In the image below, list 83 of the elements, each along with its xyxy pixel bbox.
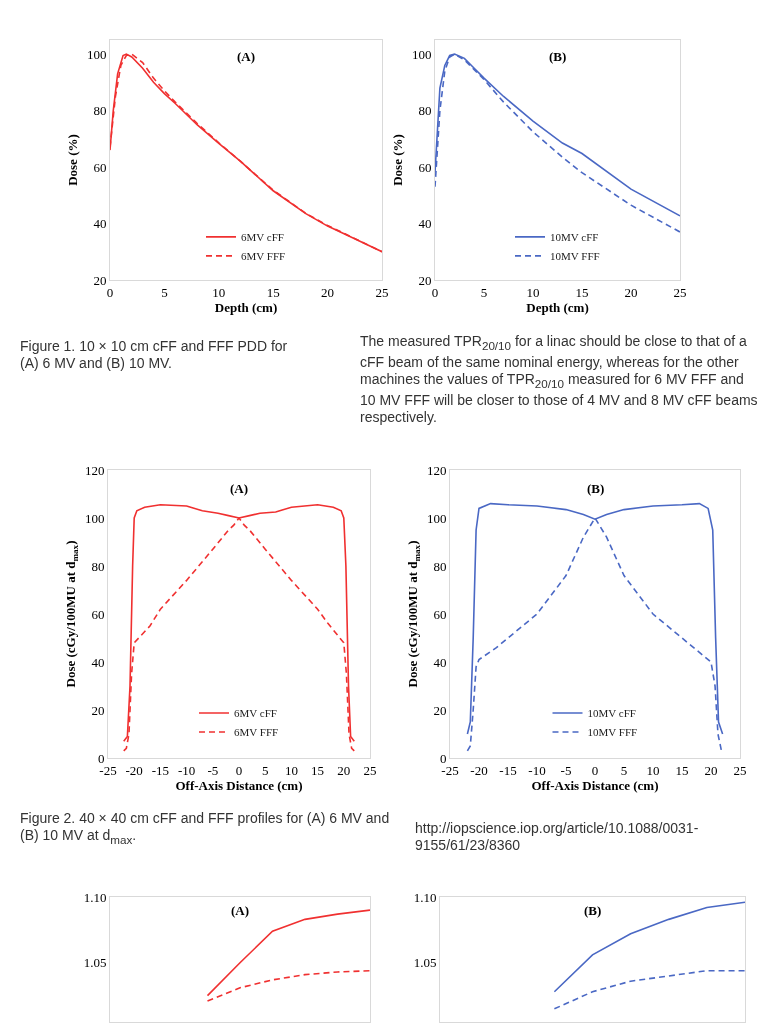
- y-tick-label: 80: [91, 558, 105, 574]
- legend-label: 6MV cFF: [241, 231, 284, 244]
- y-tick-label: 120: [426, 462, 447, 478]
- y-tick-label: 120: [84, 462, 105, 478]
- x-axis-title: Off-Axis Distance (cm): [531, 778, 659, 794]
- x-tick-label: 10: [526, 284, 540, 300]
- x-tick-label: -20: [125, 762, 143, 778]
- y-tick-label: 40: [418, 216, 432, 232]
- x-tick-label: 20: [321, 284, 335, 300]
- text: (A): [237, 49, 256, 64]
- x-tick-label: 0: [235, 762, 243, 778]
- y-tick-label: 1.10: [83, 889, 107, 905]
- y-tick-label: 40: [433, 654, 447, 670]
- y-tick-label: 100: [411, 46, 432, 62]
- x-tick-label: 25: [673, 284, 687, 300]
- x-tick-label: 25: [733, 762, 747, 778]
- x-tick-label: -5: [207, 762, 219, 778]
- caption: Figure 1. 10 × 10 cm cFF and FFF PDD for (A) 6 MV and (B) 10 MV.: [20, 338, 289, 372]
- x-axis-title: Depth (cm): [214, 300, 278, 316]
- x-tick-label: 5: [261, 762, 269, 778]
- text: (B): [549, 49, 567, 64]
- y-tick-label: 40: [93, 216, 107, 232]
- legend-label: 6MV cFF: [234, 707, 277, 720]
- x-axis-title: Depth (cm): [526, 300, 589, 316]
- line-series: [553, 969, 745, 1010]
- text: (A): [231, 903, 250, 918]
- x-tick-label: 15: [311, 762, 325, 778]
- y-tick-label: 20: [91, 702, 105, 718]
- text: (B): [587, 481, 605, 496]
- x-tick-label: 25: [375, 284, 389, 300]
- x-tick-label: -15: [499, 762, 517, 778]
- line-series: [206, 969, 370, 1002]
- x-axis-title: Off-Axis Distance (cm): [175, 778, 303, 794]
- y-tick-label: 20: [433, 702, 447, 718]
- y-tick-label: 80: [418, 103, 432, 119]
- y-axis-title: Dose (%): [64, 134, 80, 186]
- y-tick-label: 40: [91, 654, 105, 670]
- y-tick-label: 100: [84, 510, 105, 526]
- legend-label: 10MV cFF: [550, 231, 599, 244]
- x-tick-label: 5: [620, 762, 628, 778]
- x-tick-label: 20: [624, 284, 638, 300]
- text: (A): [230, 481, 249, 496]
- y-tick-label: 100: [86, 46, 107, 62]
- x-tick-label: 10: [646, 762, 660, 778]
- x-tick-label: 10: [212, 284, 226, 300]
- y-tick-label: 60: [91, 606, 105, 622]
- x-tick-label: 20: [337, 762, 351, 778]
- y-tick-label: 100: [426, 510, 447, 526]
- legend-label: 6MV FFF: [234, 726, 279, 739]
- x-tick-label: -20: [470, 762, 488, 778]
- y-tick-label: 1.05: [83, 955, 107, 971]
- x-tick-label: 5: [161, 284, 168, 300]
- caption: Figure 2. 40 × 40 cm cFF and FFF profiles for (A) 6 MV and (B) 10 MV at d$_{max}$.: [20, 810, 391, 848]
- x-tick-label: -15: [151, 762, 170, 778]
- x-tick-label: 25: [363, 762, 377, 778]
- x-tick-label: 0: [591, 762, 599, 778]
- x-tick-label: 15: [675, 762, 689, 778]
- y-tick-label: 80: [93, 103, 107, 119]
- line-series: [553, 901, 745, 993]
- legend-label: 10MV cFF: [587, 707, 636, 720]
- y-axis-title: Dose (%): [389, 134, 405, 186]
- x-tick-label: 15: [575, 284, 589, 300]
- x-tick-label: -5: [560, 762, 572, 778]
- y-tick-label: 60: [433, 606, 447, 622]
- x-tick-label: -10: [177, 762, 196, 778]
- y-tick-label: 60: [418, 159, 432, 175]
- text: The measured TPR$_{20/10}$ for a linac should be close to that of a cFF beam of the same nominal energy, whereas for the other machines the values of TPR$_{20/10}$ measured for 6 MV FFF and 10 MV FFF will be closer to those of 4 MV and 8 MV cFF beams respectively.: [360, 333, 758, 425]
- legend-label: 6MV FFF: [241, 250, 286, 263]
- y-tick-label: 80: [433, 558, 447, 574]
- x-tick-label: 20: [704, 762, 718, 778]
- text: (B): [584, 903, 602, 918]
- x-tick-label: -10: [528, 762, 546, 778]
- y-tick-label: 1.10: [413, 889, 437, 905]
- x-tick-label: 15: [266, 284, 280, 300]
- text: http://iopscience.iop.org/article/10.1088/0031-9155/61/23/8360: [415, 820, 700, 854]
- legend-label: 10MV FFF: [587, 726, 638, 739]
- y-tick-label: 20: [418, 272, 432, 288]
- x-tick-label: 10: [284, 762, 298, 778]
- x-tick-label: 5: [480, 284, 488, 300]
- y-tick-label: 60: [93, 159, 107, 175]
- y-tick-label: 1.05: [413, 955, 437, 971]
- legend-label: 10MV FFF: [550, 250, 600, 263]
- y-tick-label: 20: [93, 272, 107, 288]
